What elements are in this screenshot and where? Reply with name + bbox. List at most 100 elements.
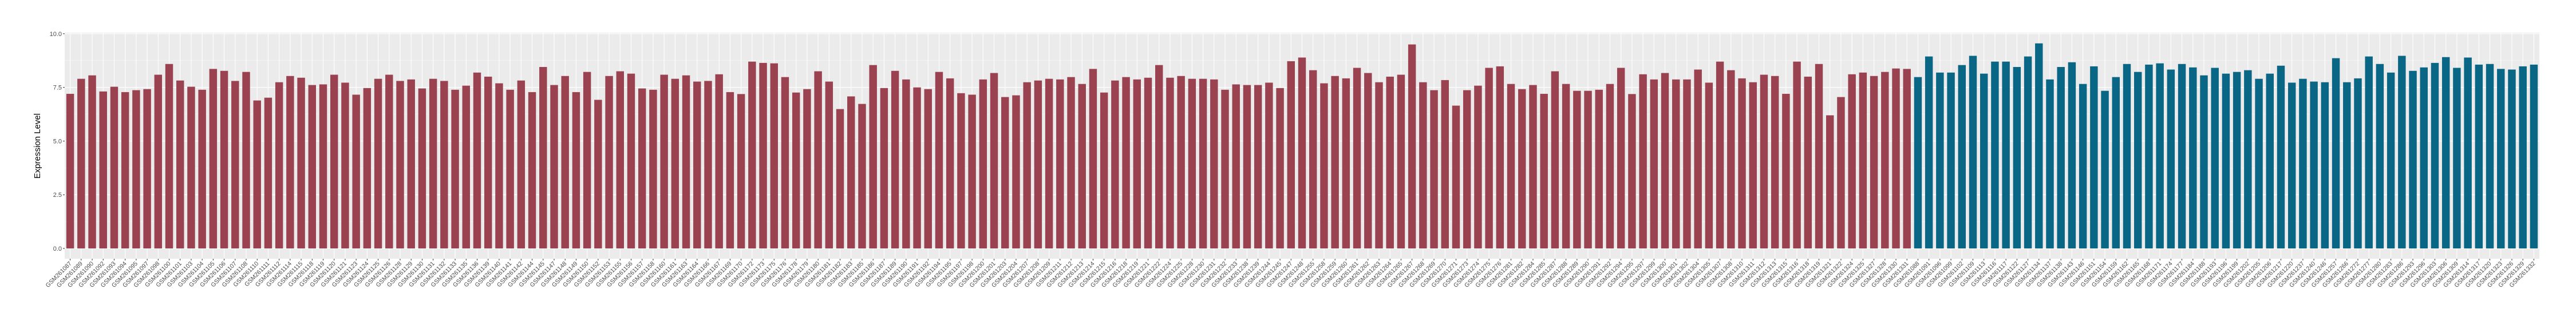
bar-GSM261105 <box>209 69 218 248</box>
bar-GSM261096 <box>1936 72 1944 248</box>
bar-GSM261175 <box>770 63 778 248</box>
bar-GSM261166 <box>704 81 712 248</box>
bar-GSM261297 <box>1639 74 1647 248</box>
bar-GSM261212 <box>1067 77 1075 248</box>
bar-GSM261219 <box>1133 79 1141 248</box>
bar-GSM261159 <box>2112 77 2120 248</box>
bar-GSM261131 <box>429 78 437 248</box>
bar-GSM261165 <box>2134 72 2142 248</box>
bar-GSM261238 <box>1243 85 1251 248</box>
bar-GSM261145 <box>539 67 547 248</box>
bar-GSM261100 <box>165 64 173 248</box>
bar-GSM261178 <box>792 92 800 248</box>
bar-GSM261174 <box>2167 69 2175 248</box>
bar-GSM261181 <box>825 81 833 248</box>
bar-GSM261308 <box>1727 70 1735 248</box>
y-axis-label: Expression Level <box>33 113 42 179</box>
bar-GSM261299 <box>1650 79 1658 248</box>
bar-GSM261123 <box>352 94 360 248</box>
bar-GSM261095 <box>132 90 140 248</box>
bar-GSM261144 <box>528 92 536 248</box>
bar-GSM261097 <box>143 89 151 248</box>
bar-GSM261285 <box>1540 93 1548 248</box>
bar-GSM261202 <box>2244 70 2252 248</box>
bar-GSM261309 <box>2453 68 2461 248</box>
bar-GSM261314 <box>2464 57 2472 248</box>
bar-GSM261287 <box>1551 71 1559 248</box>
bar-GSM261262 <box>1364 73 1372 248</box>
bar-GSM261139 <box>484 76 492 248</box>
bar-GSM261327 <box>1870 76 1878 248</box>
bar-GSM261146 <box>2079 84 2087 248</box>
bar-GSM261269 <box>1430 90 1438 248</box>
bar-GSM261136 <box>473 72 481 248</box>
bar-GSM261156 <box>627 73 635 248</box>
bar-GSM261239 <box>1254 85 1262 248</box>
bar-GSM261322 <box>1837 97 1845 248</box>
bar-GSM261125 <box>374 78 382 248</box>
bar-GSM261331 <box>1903 69 1911 248</box>
bar-GSM261128 <box>396 81 404 248</box>
bar-GSM261273 <box>1463 90 1471 248</box>
bar-GSM261091 <box>1925 56 1933 248</box>
bar-GSM261099 <box>1947 72 1955 248</box>
bar-GSM261177 <box>2178 64 2186 248</box>
bar-GSM261222 <box>1155 65 1163 248</box>
bar-GSM261265 <box>1397 74 1405 248</box>
bar-GSM261153 <box>605 76 613 248</box>
bar-GSM261122 <box>2013 67 2021 248</box>
bar-GSM261330 <box>1892 68 1900 248</box>
bar-GSM261319 <box>1815 64 1823 248</box>
bar-GSM261266 <box>2343 82 2351 248</box>
bar-GSM261191 <box>913 87 921 248</box>
bar-GSM261116 <box>1991 61 1999 248</box>
bar-GSM261209 <box>1045 78 1053 248</box>
bar-GSM261263 <box>1375 82 1383 248</box>
bar-GSM261149 <box>572 92 580 248</box>
bar-GSM261325 <box>1859 72 1867 248</box>
bar-GSM261120 <box>330 74 338 248</box>
bar-GSM261281 <box>1507 84 1515 248</box>
bar-GSM261288 <box>1562 84 1570 248</box>
bar-GSM261154 <box>2101 90 2109 248</box>
bar-GSM261186 <box>869 65 877 248</box>
bar-GSM261225 <box>1177 76 1185 248</box>
bar-GSM261192 <box>924 89 932 248</box>
bar-GSM261303 <box>2431 62 2439 248</box>
bar-GSM261124 <box>363 88 372 248</box>
bar-GSM261301 <box>1672 79 1680 248</box>
bar-GSM261277 <box>2365 56 2373 248</box>
bar-GSM261167 <box>715 74 723 248</box>
bar-GSM261196 <box>2222 73 2230 248</box>
bar-GSM261206 <box>2266 73 2274 248</box>
bar-GSM261272 <box>2354 78 2362 248</box>
bar-GSM261195 <box>946 78 954 248</box>
bar-GSM261129 <box>407 79 415 248</box>
bar-GSM261248 <box>1298 57 1306 248</box>
bar-GSM261161 <box>671 78 679 248</box>
bar-GSM261087 <box>66 93 74 248</box>
bar-GSM261187 <box>880 88 888 248</box>
bar-GSM261332 <box>2530 64 2538 248</box>
bar-GSM261307 <box>1716 61 1724 248</box>
bar-GSM261230 <box>1199 78 1207 248</box>
bar-GSM261152 <box>594 100 602 248</box>
bar-GSM261271 <box>1452 105 1460 248</box>
bar-GSM261189 <box>891 70 899 248</box>
y-tick-label: 0.0 <box>53 246 62 252</box>
bar-GSM261224 <box>1166 77 1174 248</box>
bar-GSM261282 <box>1518 89 1526 248</box>
bar-GSM261115 <box>297 77 305 248</box>
bar-GSM261180 <box>814 71 822 248</box>
bar-GSM261245 <box>1276 88 1284 248</box>
bar-GSM261201 <box>990 73 998 248</box>
bar-GSM261204 <box>1012 95 1020 248</box>
bar-GSM261141 <box>506 89 514 248</box>
y-axis: 0.0 2.5 5.0 7.5 10.0 <box>50 31 65 252</box>
bar-GSM261117 <box>2002 61 2010 248</box>
bar-GSM261194 <box>935 72 943 248</box>
bar-GSM261255 <box>1309 70 1317 248</box>
bar-GSM261137 <box>2046 79 2054 248</box>
bar-GSM261315 <box>1782 93 1790 248</box>
